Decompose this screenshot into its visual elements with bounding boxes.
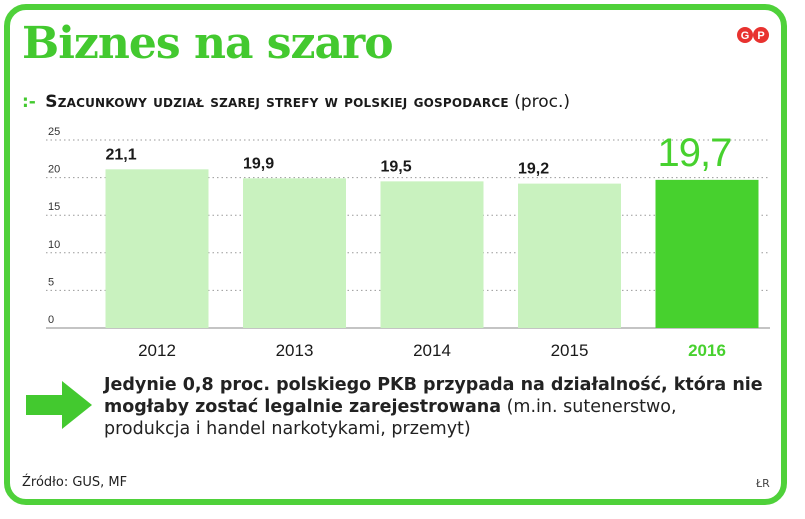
note-normal: (m.in. sutenerstwo, produkcja i handel n… [104, 397, 677, 439]
note-text: Jedynie 0,8 proc. polskiego PKB przypada… [104, 374, 764, 440]
y-tick-label: 0 [48, 314, 54, 326]
data-label-2015: 19,2 [518, 161, 549, 178]
data-label-2016: 19,7 [658, 131, 732, 175]
y-tick-label: 25 [48, 126, 60, 138]
data-label-2014: 19,5 [381, 158, 412, 175]
data-label-2012: 21,1 [106, 146, 137, 163]
subtitle-marker: :- [22, 92, 36, 112]
x-tick-label-2013: 2013 [276, 341, 314, 360]
subtitle-unit: (proc.) [514, 92, 571, 112]
x-tick-label-2016: 2016 [688, 341, 726, 360]
y-tick-label: 10 [48, 239, 60, 251]
bar-2013 [243, 178, 346, 328]
y-tick-label: 5 [48, 276, 54, 288]
y-tick-label: 15 [48, 201, 60, 213]
svg-text:G: G [741, 30, 750, 42]
page-title: Biznes na szaro [22, 18, 394, 69]
chart-subtitle: :- Szacunkowy udział szarej strefy w pol… [22, 92, 570, 112]
bar-2012 [105, 169, 209, 328]
y-tick-label: 20 [48, 164, 60, 176]
subtitle-text: Szacunkowy udział szarej strefy w polski… [45, 92, 509, 112]
bar-2016 [655, 179, 759, 328]
note-bold: Jedynie 0,8 proc. polskiego PKB przypada… [104, 375, 763, 417]
source-label: Źródło: GUS, MF [22, 475, 128, 490]
x-tick-label-2015: 2015 [551, 341, 589, 360]
arrow-right-icon [26, 381, 92, 429]
bar-2015 [518, 183, 621, 328]
bar-2014 [380, 181, 484, 328]
data-label-2013: 19,9 [243, 155, 274, 172]
author-credit: ŁR [756, 477, 770, 490]
publisher-logo: G P [737, 27, 769, 43]
svg-text:P: P [757, 30, 764, 42]
x-tick-label-2012: 2012 [138, 341, 176, 360]
x-tick-label-2014: 2014 [413, 341, 451, 360]
